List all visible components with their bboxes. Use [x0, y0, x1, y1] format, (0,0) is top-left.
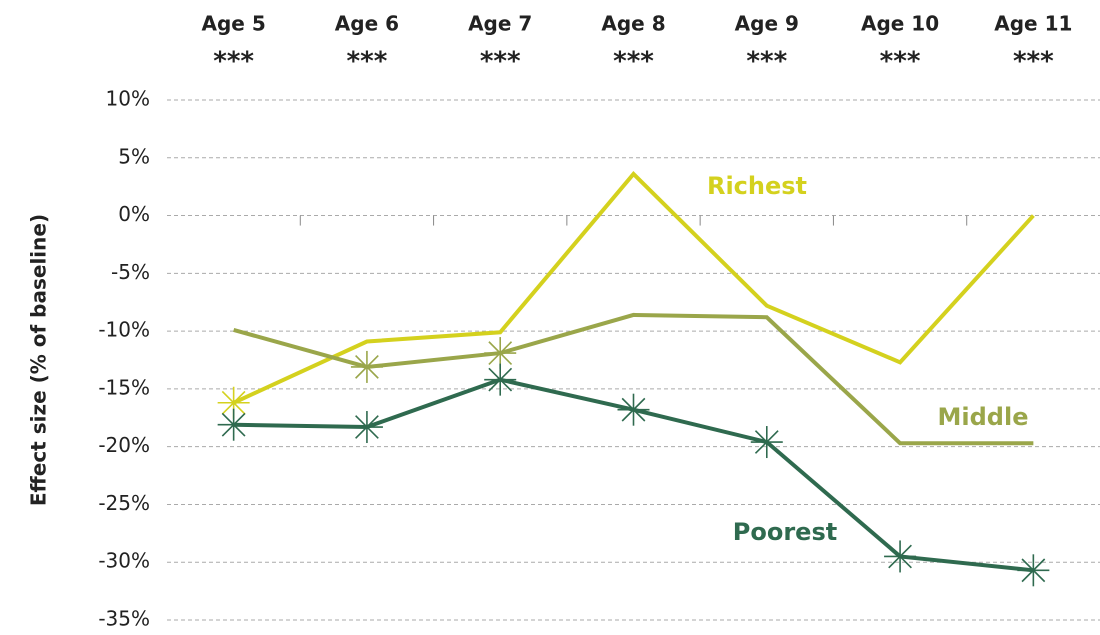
marker	[884, 540, 917, 573]
x-tick-label: Age 10	[861, 12, 939, 36]
significance-label: ***	[746, 47, 787, 77]
x-tick-label: Age 9	[735, 12, 799, 36]
series-line	[232, 171, 1035, 405]
marker	[217, 408, 250, 441]
y-tick-label: -20%	[98, 433, 150, 457]
marker	[750, 426, 783, 459]
y-tick-label: -10%	[98, 318, 150, 342]
y-tick-label: 5%	[118, 144, 150, 168]
significance-label: ***	[613, 47, 654, 77]
y-tick-label: -5%	[111, 260, 150, 284]
significance-label: ***	[347, 47, 388, 77]
significance-label: ***	[1013, 47, 1054, 77]
significance-label: ***	[213, 47, 254, 77]
y-tick-label: -35%	[98, 607, 150, 631]
marker	[350, 350, 383, 383]
y-tick-label: -30%	[98, 549, 150, 573]
y-tick-label: -15%	[98, 375, 150, 399]
y-tick-label: -25%	[98, 491, 150, 515]
marker	[1017, 554, 1050, 587]
x-tick-label: Age 7	[468, 12, 532, 36]
x-tick-label: Age 11	[994, 12, 1072, 36]
y-axis-label: Effect size (% of baseline)	[27, 214, 51, 506]
significance-label: ***	[880, 47, 921, 77]
y-tick-label: 10%	[106, 87, 150, 111]
marker	[617, 393, 650, 426]
y-tick-label: 0%	[118, 202, 150, 226]
x-tick-label: Age 6	[335, 12, 399, 36]
marker	[350, 411, 383, 444]
x-tick-label: Age 8	[601, 12, 665, 36]
series-label: Richest	[707, 172, 807, 200]
significance-label: ***	[480, 47, 521, 77]
series-label: Middle	[938, 403, 1029, 431]
x-tick-label: Age 5	[202, 12, 266, 36]
series-label: Poorest	[733, 518, 837, 546]
marker	[484, 363, 517, 396]
